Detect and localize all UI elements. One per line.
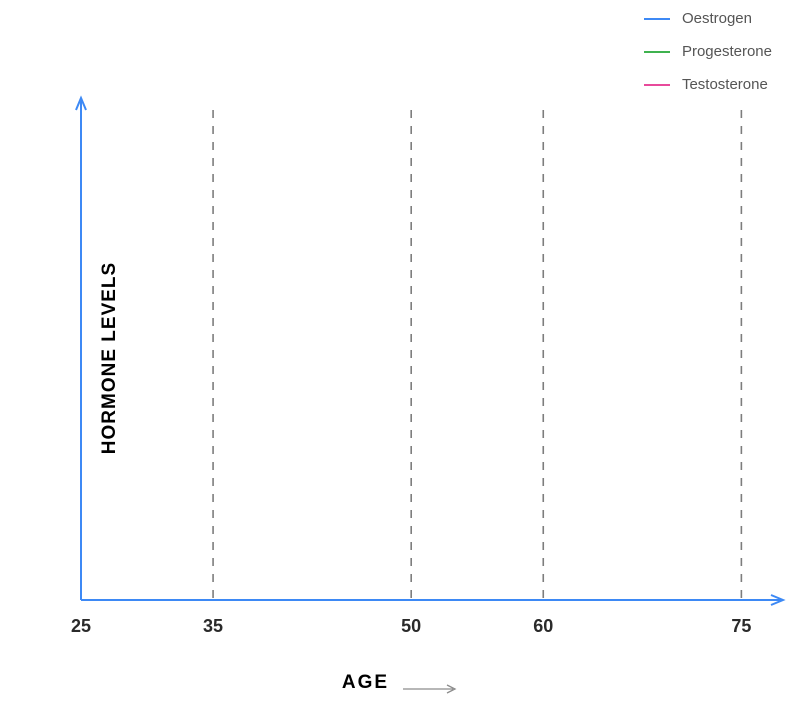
x-tick-label: 35	[203, 616, 223, 637]
legend: Oestrogen Progesterone Testosterone	[644, 10, 772, 93]
legend-label: Oestrogen	[682, 10, 752, 27]
plot-area	[81, 100, 781, 600]
x-axis-label: AGE	[342, 672, 458, 694]
x-axis-label-wrap: AGE	[0, 672, 800, 694]
x-tick-label: 75	[731, 616, 751, 637]
x-tick-labels: 2535506075	[81, 616, 781, 640]
x-tick-label: 50	[401, 616, 421, 637]
legend-label: Testosterone	[682, 76, 768, 93]
x-tick-label: 60	[533, 616, 553, 637]
legend-swatch-icon	[644, 51, 670, 53]
legend-label: Progesterone	[682, 43, 772, 60]
legend-item: Oestrogen	[644, 10, 772, 27]
arrow-right-icon	[403, 678, 458, 688]
legend-swatch-icon	[644, 18, 670, 20]
legend-swatch-icon	[644, 84, 670, 86]
plot-svg	[81, 100, 781, 600]
legend-item: Testosterone	[644, 76, 772, 93]
legend-item: Progesterone	[644, 43, 772, 60]
x-tick-label: 25	[71, 616, 91, 637]
gridlines	[213, 110, 741, 600]
hormone-chart: OestrogenProgesteroneTestosterone HORMON…	[0, 0, 800, 716]
x-axis-label-text: AGE	[342, 672, 389, 694]
axes	[76, 98, 783, 605]
